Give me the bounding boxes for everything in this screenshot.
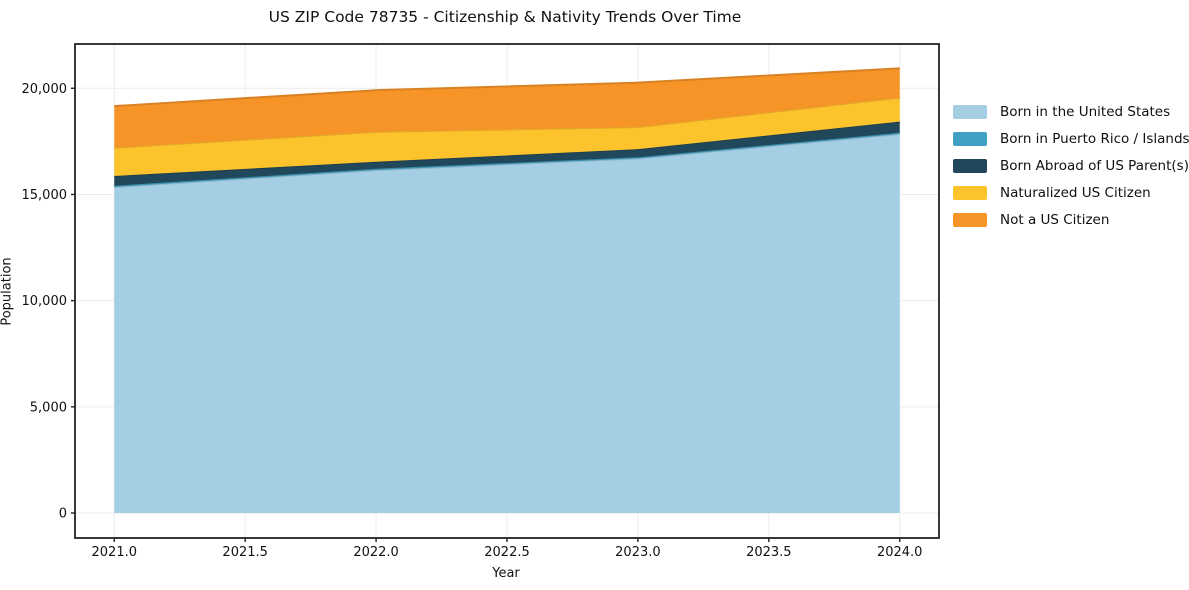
area-series-4	[114, 68, 900, 148]
x-tick-label: 2022.5	[484, 545, 530, 560]
x-axis-label: Year	[492, 566, 520, 581]
legend: Born in the United States Born in Puerto …	[953, 103, 1189, 228]
legend-label-0: Born in the United States	[1000, 103, 1171, 120]
legend-swatch-0	[953, 105, 987, 119]
chart-title: US ZIP Code 78735 - Citizenship & Nativi…	[268, 8, 742, 26]
x-tick-label: 2022.0	[353, 545, 399, 560]
y-tick-label: 5,000	[30, 400, 67, 415]
x-tick-label: 2021.5	[222, 545, 268, 560]
legend-label-1: Born in Puerto Rico / Islands	[1000, 130, 1189, 147]
area-series-0	[114, 133, 900, 514]
x-tick-label: 2023.0	[615, 545, 661, 560]
legend-swatch-3	[953, 186, 987, 200]
area-series-2	[114, 121, 900, 186]
area-series-edge-4	[114, 67, 900, 108]
legend-swatch-4	[953, 213, 987, 227]
legend-item-0: Born in the United States	[953, 103, 1189, 120]
x-tick-label: 2021.0	[92, 545, 138, 560]
y-tick-label: 0	[59, 507, 67, 522]
legend-label-3: Naturalized US Citizen	[1000, 184, 1151, 201]
y-axis-label: Population	[0, 257, 15, 326]
y-tick-label: 10,000	[22, 294, 68, 309]
legend-label-2: Born Abroad of US Parent(s)	[1000, 157, 1189, 174]
y-tick-label: 15,000	[22, 188, 68, 203]
legend-swatch-2	[953, 159, 987, 173]
area-series-3	[114, 97, 900, 176]
x-tick-label: 2024.0	[877, 545, 923, 560]
y-tick-label: 20,000	[22, 82, 68, 97]
legend-label-4: Not a US Citizen	[1000, 211, 1110, 228]
legend-item-2: Born Abroad of US Parent(s)	[953, 157, 1189, 174]
legend-item-3: Naturalized US Citizen	[953, 184, 1189, 201]
legend-swatch-1	[953, 132, 987, 146]
legend-item-1: Born in Puerto Rico / Islands	[953, 130, 1189, 147]
legend-item-4: Not a US Citizen	[953, 211, 1189, 228]
x-tick-label: 2023.5	[746, 545, 792, 560]
area-series-edge-1	[114, 131, 900, 187]
